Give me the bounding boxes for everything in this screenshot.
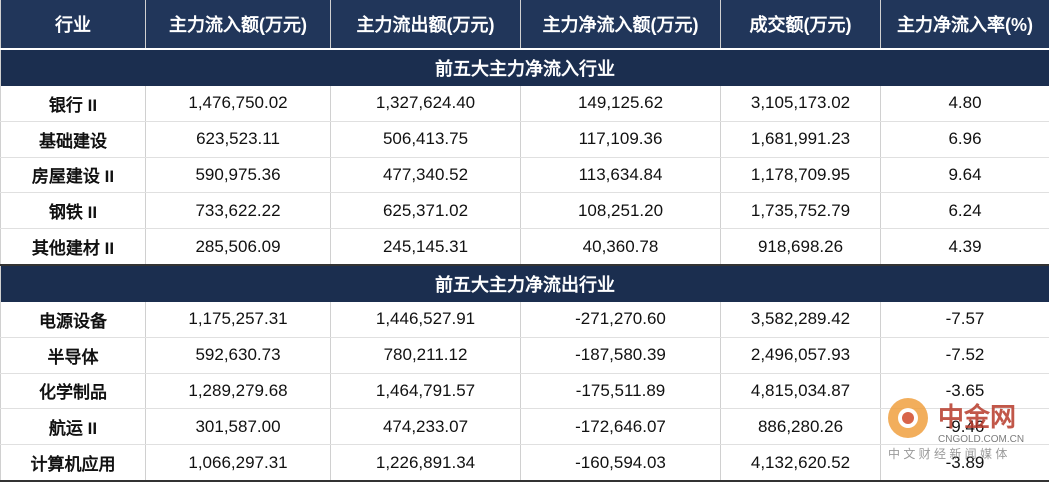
value-cell: -271,270.60 <box>521 302 721 337</box>
page: 行业主力流入额(万元)主力流出额(万元)主力净流入额(万元)成交额(万元)主力净… <box>0 0 1049 468</box>
value-cell: 506,413.75 <box>331 121 521 157</box>
value-cell: 2,496,057.93 <box>721 337 881 373</box>
header-cell: 成交额(万元) <box>721 0 881 49</box>
value-cell: 113,634.84 <box>521 157 721 193</box>
value-cell: 117,109.36 <box>521 121 721 157</box>
industry-cell: 其他建材 II <box>1 229 146 265</box>
value-cell: 590,975.36 <box>146 157 331 193</box>
watermark-slogan: 中 文 财 经 新 闻 媒 体 <box>888 446 1007 461</box>
value-cell: 108,251.20 <box>521 193 721 229</box>
header-cell: 主力净流入额(万元) <box>521 0 721 49</box>
value-cell: 1,175,257.31 <box>146 302 331 337</box>
industry-cell: 电源设备 <box>1 302 146 337</box>
value-cell: -175,511.89 <box>521 373 721 409</box>
value-cell: 4.39 <box>881 229 1049 265</box>
header-cell: 行业 <box>1 0 146 49</box>
value-cell: 285,506.09 <box>146 229 331 265</box>
value-cell: 149,125.62 <box>521 86 721 121</box>
header-row: 行业主力流入额(万元)主力流出额(万元)主力净流入额(万元)成交额(万元)主力净… <box>1 0 1049 49</box>
logo-dot <box>902 412 914 424</box>
industry-cell: 钢铁 II <box>1 193 146 229</box>
value-cell: 1,289,279.68 <box>146 373 331 409</box>
value-cell: 1,066,297.31 <box>146 445 331 481</box>
value-cell: -7.52 <box>881 337 1049 373</box>
value-cell: 1,681,991.23 <box>721 121 881 157</box>
industry-cell: 半导体 <box>1 337 146 373</box>
value-cell: 474,233.07 <box>331 409 521 445</box>
value-cell: 4.80 <box>881 86 1049 121</box>
value-cell: -187,580.39 <box>521 337 721 373</box>
header-cell: 主力流入额(万元) <box>146 0 331 49</box>
value-cell: 477,340.52 <box>331 157 521 193</box>
industry-cell: 房屋建设 II <box>1 157 146 193</box>
section-row: 前五大主力净流出行业 <box>1 265 1049 302</box>
industry-cell: 航运 II <box>1 409 146 445</box>
value-cell: 918,698.26 <box>721 229 881 265</box>
value-cell: 4,132,620.52 <box>721 445 881 481</box>
value-cell: 623,523.11 <box>146 121 331 157</box>
section-row: 前五大主力净流入行业 <box>1 49 1049 86</box>
watermark-url: CNGOLD.COM.CN <box>938 434 1024 445</box>
value-cell: 3,582,289.42 <box>721 302 881 337</box>
value-cell: 780,211.12 <box>331 337 521 373</box>
value-cell: 9.64 <box>881 157 1049 193</box>
industry-cell: 计算机应用 <box>1 445 146 481</box>
value-cell: 1,178,709.95 <box>721 157 881 193</box>
industry-cell: 基础建设 <box>1 121 146 157</box>
section-title: 前五大主力净流出行业 <box>1 265 1049 302</box>
section-title: 前五大主力净流入行业 <box>1 49 1049 86</box>
watermark: 中金网 CNGOLD.COM.CN 中 文 财 经 新 闻 媒 体 <box>886 392 1046 466</box>
value-cell: 3,105,173.02 <box>721 86 881 121</box>
value-cell: 6.24 <box>881 193 1049 229</box>
value-cell: 245,145.31 <box>331 229 521 265</box>
header-cell: 主力净流入率(%) <box>881 0 1049 49</box>
value-cell: 1,226,891.34 <box>331 445 521 481</box>
value-cell: -7.57 <box>881 302 1049 337</box>
industry-cell: 银行 II <box>1 86 146 121</box>
watermark-logo: 中金网 CNGOLD.COM.CN 中 文 财 经 新 闻 媒 体 <box>886 392 1046 466</box>
industry-cell: 化学制品 <box>1 373 146 409</box>
value-cell: 1,327,624.40 <box>331 86 521 121</box>
value-cell: 1,464,791.57 <box>331 373 521 409</box>
value-cell: -172,646.07 <box>521 409 721 445</box>
value-cell: 4,815,034.87 <box>721 373 881 409</box>
value-cell: 1,735,752.79 <box>721 193 881 229</box>
value-cell: 733,622.22 <box>146 193 331 229</box>
value-cell: 40,360.78 <box>521 229 721 265</box>
value-cell: 6.96 <box>881 121 1049 157</box>
watermark-name: 中金网 <box>938 402 1016 432</box>
value-cell: 886,280.26 <box>721 409 881 445</box>
value-cell: 1,476,750.02 <box>146 86 331 121</box>
value-cell: 301,587.00 <box>146 409 331 445</box>
value-cell: 1,446,527.91 <box>331 302 521 337</box>
value-cell: 625,371.02 <box>331 193 521 229</box>
value-cell: -160,594.03 <box>521 445 721 481</box>
value-cell: 592,630.73 <box>146 337 331 373</box>
header-cell: 主力流出额(万元) <box>331 0 521 49</box>
